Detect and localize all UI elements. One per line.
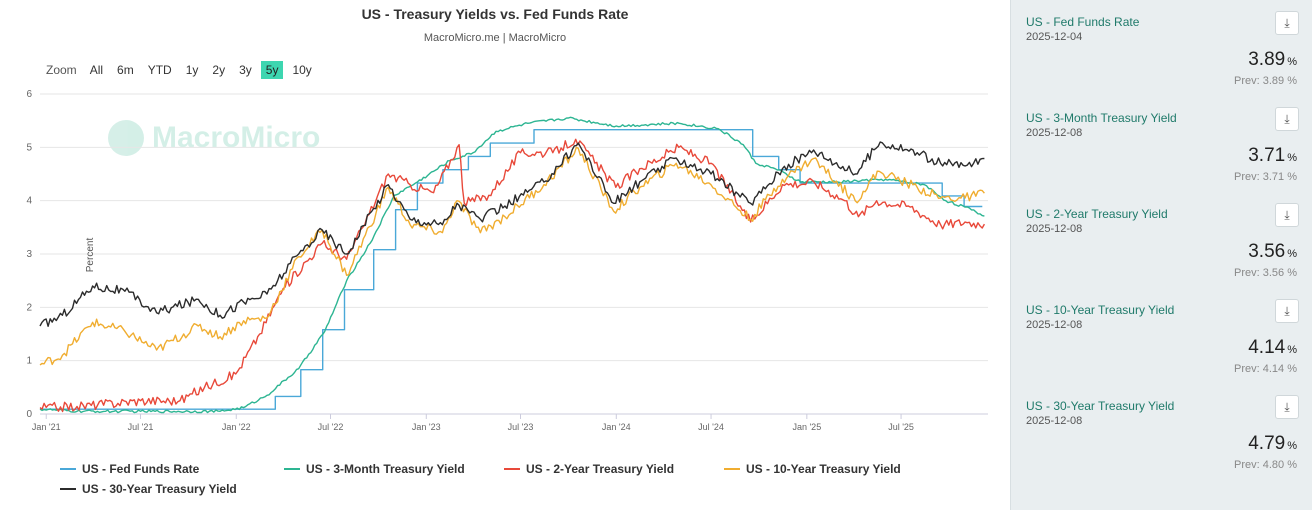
indicator-name[interactable]: US - 30-Year Treasury Yield	[1026, 399, 1175, 413]
indicator-card-10-year-yield[interactable]: US - 10-Year Treasury Yield 2025-12-08 ⤓…	[1011, 288, 1312, 384]
indicator-date: 2025-12-04	[1026, 31, 1083, 43]
grid-lines	[40, 93, 988, 415]
indicator-card-fed-funds-rate[interactable]: US - Fed Funds Rate 2025-12-04 ⤓ 3.89% P…	[1011, 0, 1312, 96]
x-tick-label: Jan '24	[602, 422, 631, 432]
x-tick-label: Jan '25	[792, 422, 821, 432]
series-line-us-fed-funds-rate	[40, 129, 983, 410]
zoom-2y-button[interactable]: 2y	[212, 63, 226, 77]
indicator-prev: Prev: 4.80 %	[1234, 459, 1297, 471]
download-icon[interactable]: ⤓	[1275, 395, 1299, 419]
y-tick-label: 5	[26, 142, 32, 153]
watermark-logo-icon	[108, 120, 144, 156]
value-number: 3.71	[1248, 145, 1286, 166]
indicator-value: 3.56%	[1248, 241, 1297, 263]
zoom-ytd-button[interactable]: YTD	[147, 63, 172, 77]
y-tick-label: 0	[26, 409, 32, 420]
indicator-value: 3.71%	[1248, 145, 1297, 167]
x-tick-label: Jul '25	[888, 422, 914, 432]
indicator-name[interactable]: US - Fed Funds Rate	[1026, 15, 1140, 29]
indicator-name[interactable]: US - 3-Month Treasury Yield	[1026, 111, 1177, 125]
indicator-prev: Prev: 3.71 %	[1234, 171, 1297, 183]
indicator-name[interactable]: US - 2-Year Treasury Yield	[1026, 207, 1168, 221]
legend-swatch	[504, 468, 520, 470]
indicator-date: 2025-12-08	[1026, 415, 1083, 427]
watermark-text: MacroMicro	[152, 121, 321, 154]
download-icon[interactable]: ⤓	[1275, 107, 1299, 131]
value-unit: %	[1287, 440, 1297, 452]
legend-item-3-month-yield[interactable]: US - 3-Month Treasury Yield	[284, 462, 465, 476]
series-line-us-3-month-treasury-yield	[39, 116, 985, 414]
x-tick-label: Jan '21	[32, 422, 61, 432]
download-icon[interactable]: ⤓	[1275, 299, 1299, 323]
chart-subtitle: MacroMicro.me | MacroMicro	[423, 32, 567, 44]
x-tick-label: Jul '21	[128, 422, 154, 432]
indicator-name[interactable]: US - 10-Year Treasury Yield	[1026, 303, 1175, 317]
x-tick-label: Jan '23	[412, 422, 441, 432]
indicator-prev: Prev: 3.89 %	[1234, 75, 1297, 87]
legend-item-30-year-yield[interactable]: US - 30-Year Treasury Yield	[60, 482, 237, 496]
download-icon[interactable]: ⤓	[1275, 11, 1299, 35]
legend-item-10-year-yield[interactable]: US - 10-Year Treasury Yield	[724, 462, 901, 476]
indicator-value: 4.14%	[1248, 337, 1297, 359]
legend-item-2-year-yield[interactable]: US - 2-Year Treasury Yield	[504, 462, 674, 476]
value-unit: %	[1287, 152, 1297, 164]
zoom-bar: Zoom All 6m YTD 1y 2y 3y 5y 10y	[40, 61, 319, 79]
zoom-1y-button[interactable]: 1y	[185, 63, 199, 77]
indicator-prev: Prev: 4.14 %	[1234, 363, 1297, 375]
indicator-date: 2025-12-08	[1026, 223, 1083, 235]
zoom-6m-button[interactable]: 6m	[117, 63, 134, 77]
legend-label: US - 30-Year Treasury Yield	[82, 482, 237, 496]
chart-title: US - Treasury Yields vs. Fed Funds Rate	[361, 6, 629, 22]
x-tick-label: Jul '22	[318, 422, 344, 432]
indicator-card-2-year-yield[interactable]: US - 2-Year Treasury Yield 2025-12-08 ⤓ …	[1011, 192, 1312, 288]
legend-label: US - Fed Funds Rate	[82, 462, 200, 476]
chart-area: US - Treasury Yields vs. Fed Funds Rate …	[0, 6, 1000, 496]
indicator-card-30-year-yield[interactable]: US - 30-Year Treasury Yield 2025-12-08 ⤓…	[1011, 384, 1312, 480]
legend-label: US - 2-Year Treasury Yield	[526, 462, 675, 476]
series-lines	[39, 116, 986, 414]
y-tick-label: 3	[26, 249, 32, 260]
axes: 0 1 2 3 4 5 6 Jan '21 Jul '21 Jan '22 Jul '22 Jan '…	[26, 89, 988, 432]
x-tick-label: Jan '22	[222, 422, 251, 432]
legend-label: US - 3-Month Treasury Yield	[306, 462, 465, 476]
legend-label: US - 10-Year Treasury Yield	[746, 462, 901, 476]
value-number: 4.79	[1248, 433, 1286, 454]
y-tick-label: 4	[26, 196, 32, 207]
value-unit: %	[1287, 344, 1297, 356]
legend-item-fed-funds-rate[interactable]: US - Fed Funds Rate	[60, 462, 199, 476]
indicator-value: 3.89%	[1248, 49, 1297, 71]
download-icon[interactable]: ⤓	[1275, 203, 1299, 227]
value-number: 3.56	[1248, 241, 1286, 262]
x-tick-label: Jul '24	[698, 422, 724, 432]
indicator-date: 2025-12-08	[1026, 319, 1083, 331]
zoom-3y-button[interactable]: 3y	[239, 63, 252, 77]
y-tick-label: 2	[26, 302, 32, 313]
indicator-card-3-month-yield[interactable]: US - 3-Month Treasury Yield 2025-12-08 ⤓…	[1011, 96, 1312, 192]
series-line-us-10-year-treasury-yield	[39, 146, 985, 366]
indicator-value: 4.79%	[1248, 433, 1297, 455]
legend-swatch	[60, 488, 76, 490]
value-unit: %	[1287, 248, 1297, 260]
watermark-logo: MacroMicro	[108, 120, 320, 156]
indicator-date: 2025-12-08	[1026, 127, 1083, 139]
series-line-us-2-year-treasury-yield	[39, 138, 986, 413]
y-tick-label: 6	[26, 89, 32, 100]
zoom-5y-button[interactable]: 5y	[260, 61, 284, 79]
zoom-label: Zoom	[46, 63, 77, 77]
zoom-all-button[interactable]: All	[89, 63, 104, 77]
value-number: 3.89	[1248, 49, 1286, 70]
indicator-side-panel: US - Fed Funds Rate 2025-12-04 ⤓ 3.89% P…	[1010, 0, 1312, 510]
y-tick-label: 1	[26, 356, 32, 367]
line-chart-plot[interactable]: 0 1 2 3 4 5 6 Jan '21 Jul '21 Jan '22 Jul '22 Jan '…	[0, 80, 1000, 452]
value-unit: %	[1287, 56, 1297, 68]
legend-swatch	[60, 468, 76, 470]
indicator-prev: Prev: 3.56 %	[1234, 267, 1297, 279]
zoom-10y-button[interactable]: 10y	[292, 63, 312, 77]
series-line-us-30-year-treasury-yield	[39, 141, 985, 327]
value-number: 4.14	[1248, 337, 1286, 358]
legend-swatch	[724, 468, 740, 470]
legend-swatch	[284, 468, 300, 470]
y-axis-label: Percent	[85, 238, 96, 273]
x-tick-label: Jul '23	[508, 422, 534, 432]
